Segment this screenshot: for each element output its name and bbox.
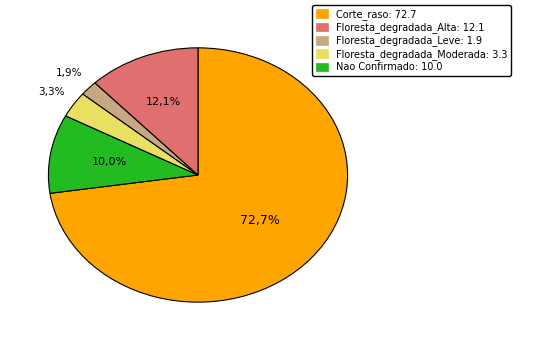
Text: 10,0%: 10,0%: [92, 157, 127, 167]
Wedge shape: [48, 116, 198, 193]
Text: 12,1%: 12,1%: [146, 97, 181, 107]
Text: 1,9%: 1,9%: [56, 68, 82, 78]
Text: 72,7%: 72,7%: [240, 214, 280, 227]
Wedge shape: [50, 48, 348, 302]
Wedge shape: [95, 48, 198, 175]
Legend: Corte_raso: 72.7, Floresta_degradada_Alta: 12.1, Floresta_degradada_Leve: 1.9, F: Corte_raso: 72.7, Floresta_degradada_Alt…: [312, 5, 511, 76]
Wedge shape: [65, 94, 198, 175]
Wedge shape: [82, 83, 198, 175]
Text: 3,3%: 3,3%: [38, 87, 64, 97]
